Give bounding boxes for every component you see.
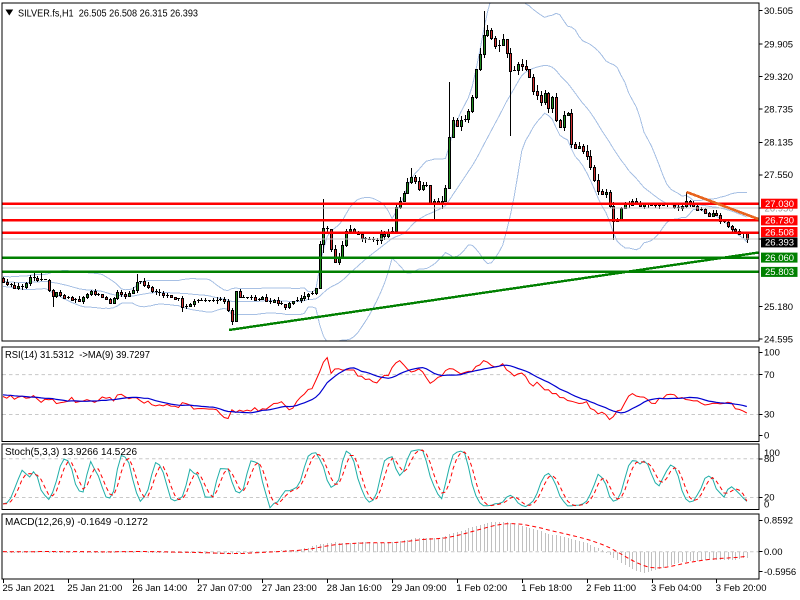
- svg-text:0.00: 0.00: [764, 547, 783, 558]
- svg-text:80: 80: [764, 454, 775, 465]
- svg-text:27 Jan 23:00: 27 Jan 23:00: [262, 583, 317, 594]
- svg-text:25 Jan 2021: 25 Jan 2021: [3, 583, 55, 594]
- svg-text:25.803: 25.803: [765, 267, 794, 278]
- svg-text:3 Feb 20:00: 3 Feb 20:00: [716, 583, 767, 594]
- svg-text:28.135: 28.135: [764, 138, 793, 149]
- svg-text:100: 100: [764, 448, 780, 459]
- svg-text:0: 0: [764, 431, 769, 442]
- svg-text:1 Feb 18:00: 1 Feb 18:00: [521, 583, 572, 594]
- svg-text:70: 70: [764, 370, 775, 381]
- svg-text:26 Jan 14:00: 26 Jan 14:00: [132, 583, 187, 594]
- svg-text:26.508: 26.508: [765, 227, 794, 238]
- svg-text:27.030: 27.030: [765, 199, 794, 210]
- svg-text:26.393: 26.393: [765, 238, 794, 249]
- svg-text:RSI(14) 31.5312 ->MA(9) 39.72: RSI(14) 31.5312 ->MA(9) 39.7297: [5, 350, 150, 361]
- svg-text:20: 20: [764, 493, 775, 504]
- svg-text:2 Feb 11:00: 2 Feb 11:00: [586, 583, 636, 594]
- svg-text:28 Jan 16:00: 28 Jan 16:00: [327, 583, 382, 594]
- svg-text:27.550: 27.550: [764, 170, 793, 181]
- svg-text:1 Feb 02:00: 1 Feb 02:00: [456, 583, 507, 594]
- svg-text:24.595: 24.595: [764, 334, 793, 345]
- svg-text:SILVER.fs,H1 26.505 26.508 26: SILVER.fs,H1 26.505 26.508 26.315 26.393: [18, 9, 198, 20]
- svg-text:Stoch(5,3,3) 13.9266 14.5226: Stoch(5,3,3) 13.9266 14.5226: [5, 447, 137, 458]
- svg-text:25.180: 25.180: [764, 302, 793, 313]
- svg-text:27 Jan 07:00: 27 Jan 07:00: [197, 583, 252, 594]
- svg-text:MACD(12,26,9) -0.1649 -0.1272: MACD(12,26,9) -0.1649 -0.1272: [5, 517, 148, 528]
- svg-text:26.950: 26.950: [765, 203, 794, 214]
- svg-text:30: 30: [764, 410, 775, 421]
- svg-text:0.8592: 0.8592: [764, 516, 793, 527]
- svg-text:25 Jan 21:00: 25 Jan 21:00: [67, 583, 122, 594]
- svg-text:29.320: 29.320: [764, 72, 793, 83]
- svg-text:30.505: 30.505: [764, 6, 793, 17]
- svg-text:28.735: 28.735: [764, 104, 793, 115]
- svg-text:3 Feb 04:00: 3 Feb 04:00: [651, 583, 702, 594]
- svg-text:29.905: 29.905: [764, 39, 793, 50]
- svg-text:29 Jan 09:00: 29 Jan 09:00: [392, 583, 447, 594]
- svg-text:-0.5956: -0.5956: [764, 567, 796, 578]
- svg-text:26.730: 26.730: [765, 216, 794, 227]
- svg-text:26.060: 26.060: [765, 253, 794, 264]
- svg-text:0: 0: [764, 499, 769, 510]
- svg-text:100: 100: [764, 348, 780, 359]
